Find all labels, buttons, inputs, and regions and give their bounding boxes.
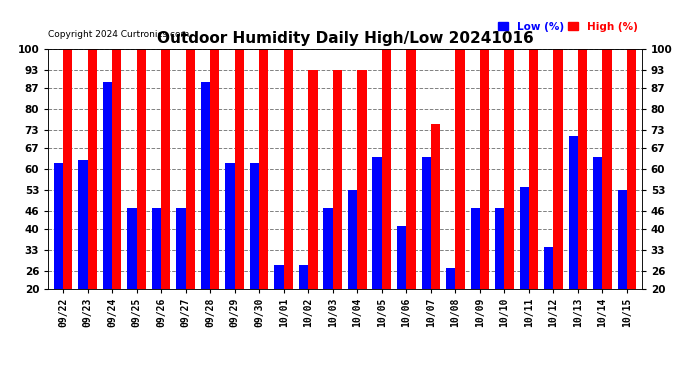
Text: Copyright 2024 Curtronics.com: Copyright 2024 Curtronics.com <box>48 30 190 39</box>
Bar <box>618 190 627 289</box>
Bar <box>504 49 513 289</box>
Bar <box>431 124 440 289</box>
Bar <box>602 49 612 289</box>
Bar <box>495 208 504 289</box>
Bar <box>186 49 195 289</box>
Bar <box>627 49 636 289</box>
Bar <box>226 163 235 289</box>
Bar <box>161 49 170 289</box>
Bar <box>54 163 63 289</box>
Bar <box>333 70 342 289</box>
Bar <box>127 208 137 289</box>
Bar <box>250 163 259 289</box>
Bar <box>78 160 88 289</box>
Bar <box>520 187 529 289</box>
Bar <box>112 49 121 289</box>
Bar <box>578 49 587 289</box>
Bar <box>201 82 210 289</box>
Bar <box>299 265 308 289</box>
Bar <box>275 265 284 289</box>
Bar <box>382 49 391 289</box>
Bar <box>480 49 489 289</box>
Bar <box>88 49 97 289</box>
Bar <box>284 49 293 289</box>
Bar <box>357 70 366 289</box>
Bar <box>593 157 602 289</box>
Bar <box>406 49 415 289</box>
Bar <box>177 208 186 289</box>
Bar <box>471 208 480 289</box>
Bar <box>544 247 553 289</box>
Bar <box>422 157 431 289</box>
Bar <box>455 49 464 289</box>
Title: Outdoor Humidity Daily High/Low 20241016: Outdoor Humidity Daily High/Low 20241016 <box>157 31 533 46</box>
Bar <box>235 49 244 289</box>
Bar <box>553 49 563 289</box>
Bar <box>210 49 219 289</box>
Bar <box>569 136 578 289</box>
Bar <box>103 82 112 289</box>
Bar <box>63 49 72 289</box>
Bar <box>373 157 382 289</box>
Legend: Low (%), High (%): Low (%), High (%) <box>494 18 642 36</box>
Bar <box>259 49 268 289</box>
Bar <box>529 49 538 289</box>
Bar <box>152 208 161 289</box>
Bar <box>397 226 406 289</box>
Bar <box>348 190 357 289</box>
Bar <box>308 70 317 289</box>
Bar <box>446 268 455 289</box>
Bar <box>137 49 146 289</box>
Bar <box>324 208 333 289</box>
